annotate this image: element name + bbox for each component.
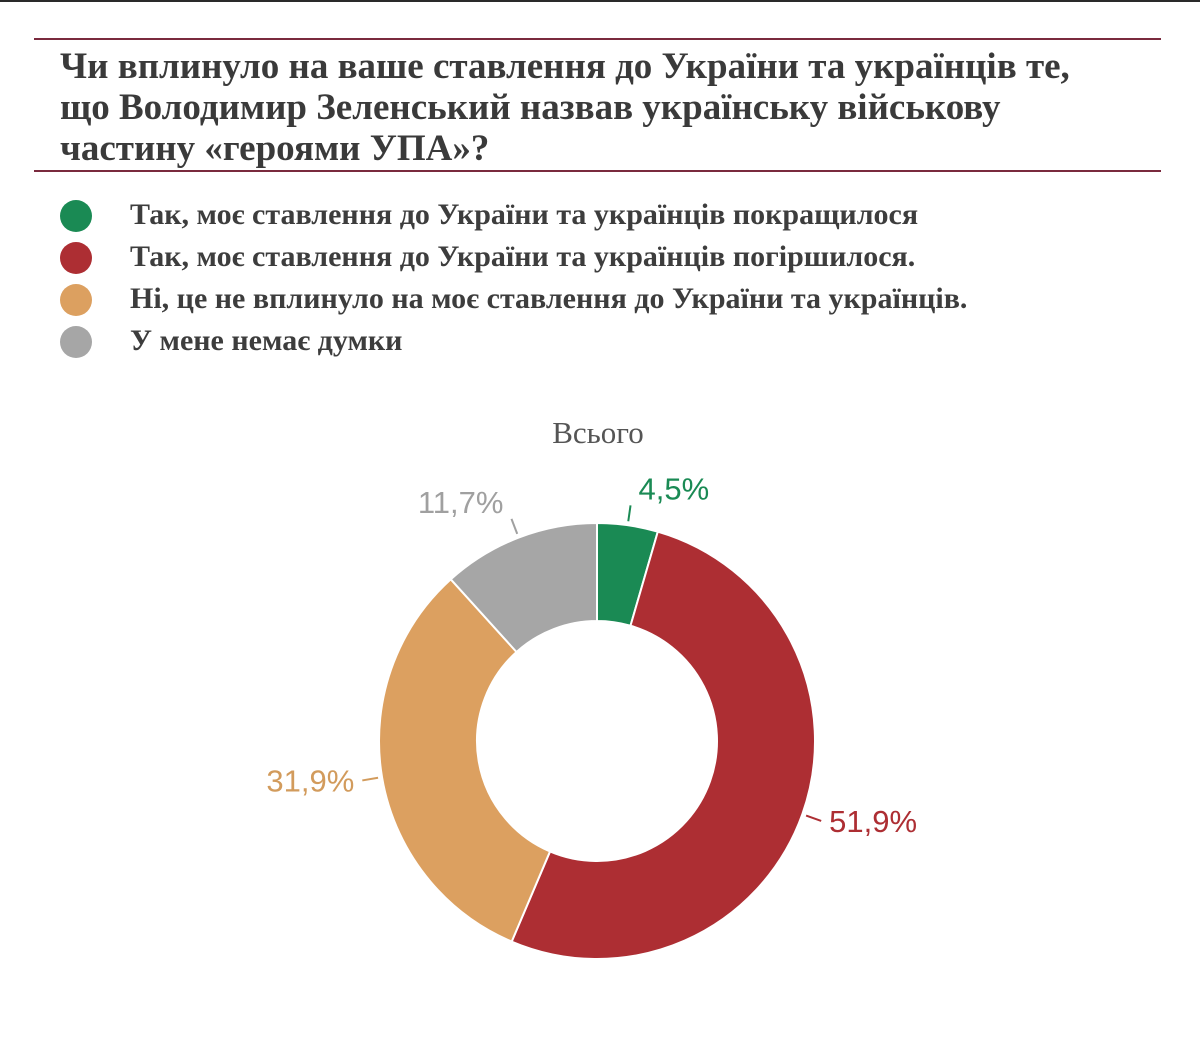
legend-swatch-worsened — [60, 242, 92, 274]
legend-swatch-no-effect — [60, 284, 92, 316]
legend-label-no-opinion: У мене немає думки — [130, 324, 403, 357]
top-border — [0, 0, 1200, 2]
data-label-no-opinion: 11,7% — [418, 485, 504, 520]
leader-line-no-opinion — [510, 518, 519, 535]
legend-item-worsened: Так, моє ставлення до України та українц… — [60, 236, 1160, 278]
donut-chart: 4,5% 51,9% 31,9% 11,7% — [266, 471, 917, 960]
data-label-no-effect: 31,9% — [266, 763, 354, 798]
data-label-improved: 4,5% — [639, 471, 710, 506]
legend-swatch-improved — [60, 200, 92, 232]
donut-slice-no-opinion — [449, 521, 598, 654]
donut-slice-worsened — [510, 530, 816, 960]
leader-line-improved — [627, 505, 632, 522]
chart-subtitle: Всього — [552, 415, 644, 450]
legend-label-worsened: Так, моє ставлення до України та українц… — [130, 240, 916, 273]
legend-label-improved: Так, моє ставлення до України та українц… — [130, 198, 919, 231]
legend-label-no-effect: Ні, це не вплинуло на моє ставлення до У… — [130, 282, 968, 315]
legend-item-improved: Так, моє ставлення до України та українц… — [60, 194, 1160, 236]
title-line-3: частину «героями УПА»? — [60, 128, 490, 169]
title-bottom-rule — [34, 170, 1161, 172]
chart-title: Чи вплинуло на ваше ставлення до України… — [60, 46, 1160, 169]
title-line-2: що Володимир Зеленський назвав українськ… — [60, 87, 1001, 128]
leader-line-worsened — [805, 814, 822, 822]
title-line-1: Чи вплинуло на ваше ставлення до України… — [60, 46, 1070, 87]
legend-swatch-no-opinion — [60, 326, 92, 358]
legend: Так, моє ставлення до України та українц… — [60, 194, 1160, 362]
data-label-worsened: 51,9% — [829, 804, 917, 839]
leader-line-no-effect — [362, 776, 379, 782]
title-top-rule — [34, 38, 1161, 40]
legend-item-no-effect: Ні, це не вплинуло на моє ставлення до У… — [60, 278, 1160, 320]
legend-item-no-opinion: У мене немає думки — [60, 320, 1160, 362]
donut-slice-no-effect — [378, 577, 552, 943]
